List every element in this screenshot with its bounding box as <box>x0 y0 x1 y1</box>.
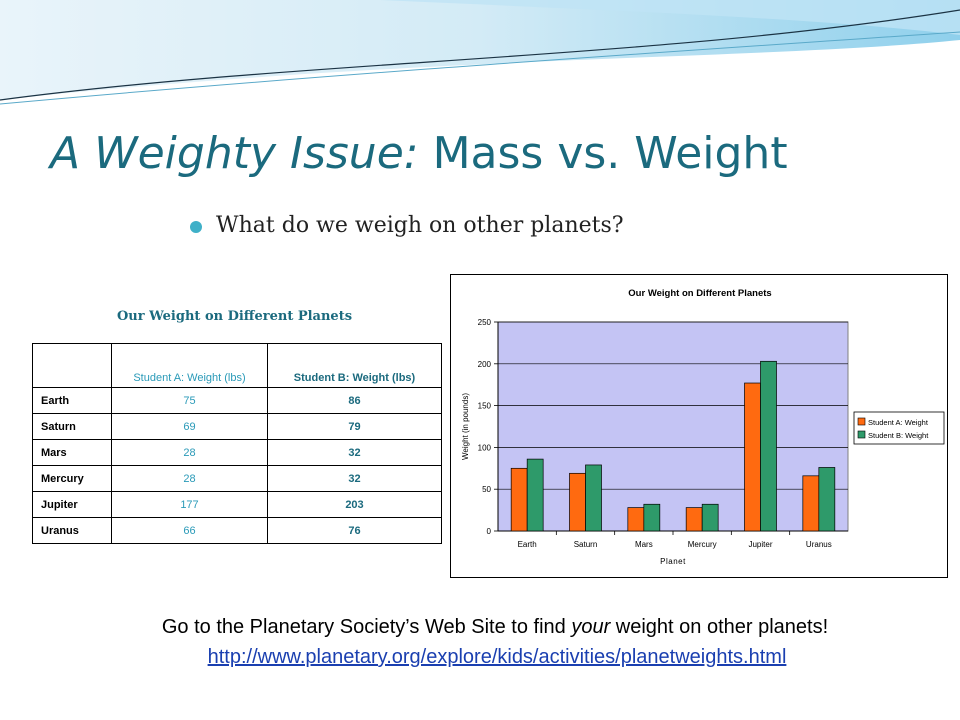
table-cell-student-a: 66 <box>111 517 268 544</box>
table-cell-student-b: 32 <box>267 439 442 466</box>
table-header-cell <box>32 343 112 388</box>
footer-text-emphasis: your <box>571 616 611 638</box>
plot-area <box>497 321 849 532</box>
bar-series-2 <box>760 360 777 532</box>
y-tick-label: 100 <box>478 443 492 452</box>
table-row: Uranus 66 76 <box>32 517 442 544</box>
table-cell-planet: Earth <box>32 387 112 414</box>
table-header-cell: Student A: Weight (lbs) <box>111 343 268 388</box>
table-cell-student-b: 203 <box>267 491 442 518</box>
y-tick-label: 150 <box>478 402 492 411</box>
x-axis-title: Planet <box>660 557 686 566</box>
bar-series-1 <box>569 472 586 532</box>
x-tick-label: Jupiter <box>748 540 772 549</box>
bar-series-1 <box>685 507 703 532</box>
table-cell-planet: Mars <box>32 439 112 466</box>
table-header-row: Student A: Weight (lbs) Student B: Weigh… <box>32 343 442 388</box>
table-cell-planet: Saturn <box>32 413 112 440</box>
y-tick-label: 50 <box>482 485 491 494</box>
chart-title: Our Weight on Different Planets <box>628 288 771 299</box>
title-italic: A Weighty Issue: <box>50 128 419 179</box>
table-cell-planet: Jupiter <box>32 491 112 518</box>
table-cell-planet: Uranus <box>32 517 112 544</box>
table-row: Mercury 28 32 <box>32 465 442 492</box>
legend-swatch <box>857 417 866 426</box>
table-cell-student-a: 177 <box>111 491 268 518</box>
footer-text: Go to the Planetary Society’s Web Site t… <box>0 616 960 639</box>
x-tick-label: Mercury <box>688 540 717 549</box>
table-row: Saturn 69 79 <box>32 413 442 440</box>
table-cell-planet: Mercury <box>32 465 112 492</box>
table-cell-student-a: 69 <box>111 413 268 440</box>
legend-swatch <box>857 430 866 439</box>
y-axis-title: Weight (in pounds) <box>461 393 470 460</box>
table-cell-student-a: 75 <box>111 387 268 414</box>
table-cell-student-b: 79 <box>267 413 442 440</box>
table-cell-student-a: 28 <box>111 465 268 492</box>
bar-series-1 <box>802 475 820 532</box>
bullet-dot-icon <box>190 221 202 233</box>
table-row: Jupiter 177 203 <box>32 491 442 518</box>
table-header-cell: Student B: Weight (lbs) <box>267 343 442 388</box>
bar-series-2 <box>643 503 661 532</box>
footer-text-before: Go to the Planetary Society’s Web Site t… <box>161 616 572 638</box>
x-tick-label: Mars <box>635 540 653 549</box>
y-tick-label: 250 <box>478 318 492 327</box>
legend-label: Student B: Weight <box>868 431 929 440</box>
bar-series-2 <box>701 503 719 532</box>
table-cell-student-a: 28 <box>111 439 268 466</box>
legend-box <box>853 411 945 445</box>
table-cell-student-b: 86 <box>267 387 442 414</box>
weight-table: Student A: Weight (lbs) Student B: Weigh… <box>32 343 442 544</box>
footer-text-after: weight on other planets! <box>610 616 829 638</box>
page-title: A Weighty Issue: Mass vs. Weight <box>50 128 788 179</box>
planetary-society-link[interactable]: http://www.planetary.org/explore/kids/ac… <box>207 646 787 668</box>
title-rest: Mass vs. Weight <box>418 128 788 179</box>
table-row: Earth 75 86 <box>32 387 442 414</box>
table-row: Mars 28 32 <box>32 439 442 466</box>
table-cell-student-b: 76 <box>267 517 442 544</box>
bar-series-2 <box>818 467 836 532</box>
y-tick-label: 0 <box>487 527 492 536</box>
bar-series-1 <box>510 467 528 532</box>
bar-series-1 <box>627 507 645 532</box>
bullet-text: What do we weigh on other planets? <box>216 213 624 238</box>
bar-series-2 <box>526 458 544 532</box>
table-title: Our Weight on Different Planets <box>116 309 353 324</box>
legend-label: Student A: Weight <box>868 418 929 427</box>
x-tick-label: Saturn <box>574 540 598 549</box>
weight-bar-chart: Our Weight on Different Planets 0 50 100 150… <box>450 274 948 578</box>
header-wave-decoration <box>0 0 960 105</box>
bar-series-2 <box>585 464 602 532</box>
table-cell-student-b: 32 <box>267 465 442 492</box>
bar-series-1 <box>744 382 761 532</box>
x-tick-label: Earth <box>518 540 537 549</box>
y-tick-label: 200 <box>478 360 492 369</box>
x-tick-label: Uranus <box>806 540 832 549</box>
